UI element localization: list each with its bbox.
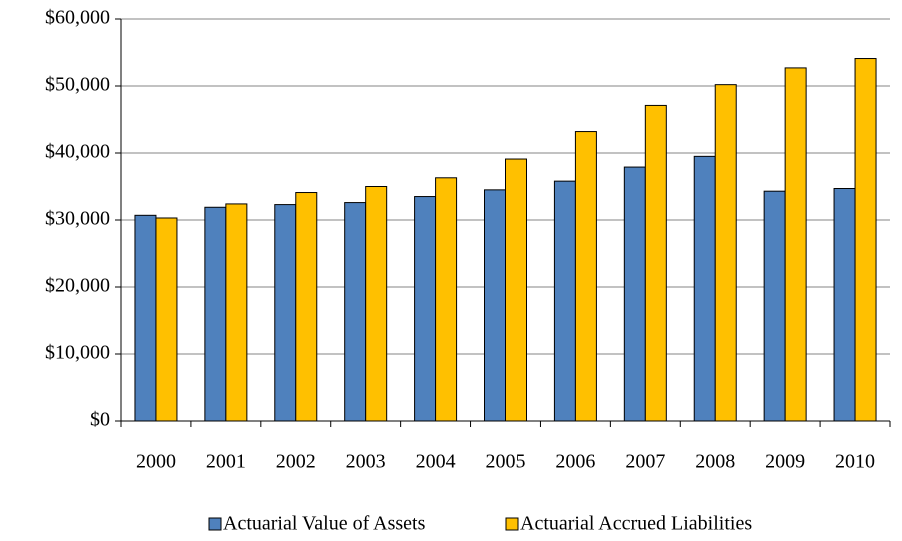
bar — [505, 158, 527, 422]
x-tick-label: 2009 — [765, 451, 805, 473]
bar — [693, 155, 716, 422]
bar — [763, 190, 786, 422]
x-tick-label: 2008 — [695, 451, 735, 473]
legend-swatch — [505, 517, 519, 531]
x-tick-label: 2007 — [625, 451, 665, 473]
x-tick-label: 2006 — [555, 451, 595, 473]
y-tick-label: $40,000 — [45, 141, 110, 163]
bar — [784, 67, 807, 422]
bar — [295, 192, 318, 422]
y-tick-label: $0 — [90, 409, 110, 431]
bar — [414, 196, 437, 422]
bar — [155, 217, 178, 422]
y-tick-label: $20,000 — [45, 275, 110, 297]
y-tick-label: $50,000 — [45, 74, 110, 96]
bar — [274, 204, 297, 422]
bar — [623, 166, 646, 422]
y-tick-label: $60,000 — [45, 7, 110, 29]
bar — [225, 203, 248, 422]
y-tick-label: $30,000 — [45, 208, 110, 230]
x-tick-label: 2002 — [276, 451, 316, 473]
bar — [134, 214, 157, 422]
bar — [204, 206, 227, 422]
x-tick-label: 2001 — [206, 451, 246, 473]
bar — [484, 189, 506, 422]
bar — [644, 104, 667, 422]
x-tick-label: 2005 — [486, 451, 526, 473]
bar — [854, 58, 877, 422]
x-tick-label: 2004 — [416, 451, 456, 473]
x-tick-label: 2010 — [835, 451, 875, 473]
bar — [553, 180, 576, 422]
bar — [344, 202, 367, 422]
legend-swatch — [208, 517, 222, 531]
bar — [714, 84, 737, 422]
x-tick-label: 2000 — [136, 451, 176, 473]
bar — [833, 188, 856, 422]
bar — [365, 186, 388, 422]
bar — [574, 131, 597, 422]
x-tick-label: 2003 — [346, 451, 386, 473]
legend-label: Actuarial Value of Assets — [223, 513, 426, 535]
y-tick-label: $10,000 — [45, 342, 110, 364]
bar — [435, 177, 458, 422]
legend-label: Actuarial Accrued Liabilities — [520, 513, 752, 535]
